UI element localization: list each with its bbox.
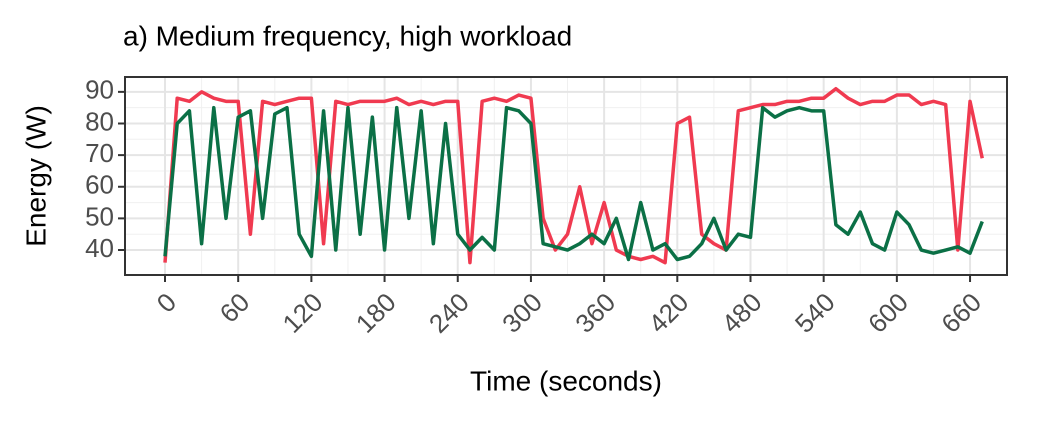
y-tick-label: 50 (85, 201, 114, 231)
data-line (163, 105, 984, 262)
x-tick-label: 660 (935, 287, 987, 339)
chart-title: a) Medium frequency, high workload (123, 20, 572, 51)
x-tick-label: 540 (789, 287, 841, 339)
x-tick-label: 60 (214, 287, 256, 329)
x-tick-label: 120 (277, 287, 329, 339)
x-tick-label: 300 (496, 287, 548, 339)
x-tick-label: 0 (151, 287, 182, 318)
x-tick-label: 240 (423, 287, 475, 339)
y-tick-label: 60 (85, 170, 114, 200)
x-axis-label: Time (seconds) (470, 365, 662, 396)
x-tick-label: 360 (569, 287, 621, 339)
panel-border (124, 76, 1008, 276)
x-tick-label: 600 (862, 287, 914, 339)
y-tick-label: 90 (85, 75, 114, 105)
y-tick-label: 70 (85, 138, 114, 168)
y-tick-label: 80 (85, 106, 114, 136)
x-tick-label: 420 (643, 287, 695, 339)
x-tick-label: 180 (350, 287, 402, 339)
y-axis-label: Energy (W) (20, 105, 51, 247)
y-tick-label: 40 (85, 233, 114, 263)
data-line (163, 86, 984, 265)
x-tick-label: 480 (716, 287, 768, 339)
